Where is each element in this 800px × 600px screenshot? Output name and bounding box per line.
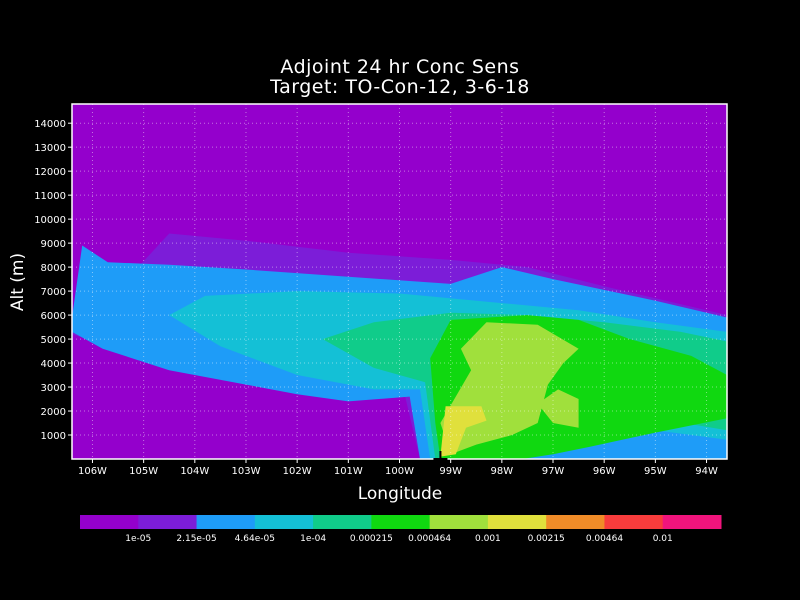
x-tick-label: 105W <box>129 466 158 477</box>
colorbar-swatch <box>487 515 547 529</box>
colorbar-label: 2.15e-05 <box>176 534 216 544</box>
colorbar-label: 0.001 <box>475 534 501 544</box>
x-tick-label: 99W <box>439 466 462 477</box>
chart-title: Adjoint 24 hr Conc Sens <box>280 56 520 78</box>
y-tick-label: 7000 <box>41 287 66 298</box>
plot-area: 106W 105W 104W 103W 102W 101W 100W 99W 98W 97W 96W… <box>34 103 728 477</box>
x-tick-label: 100W <box>385 466 414 477</box>
x-tick-label: 94W <box>695 466 718 477</box>
y-tick-label: 5000 <box>41 335 66 346</box>
colorbar-label: 0.01 <box>653 534 673 544</box>
colorbar-swatch <box>196 515 256 529</box>
x-axis-label: Longitude <box>357 484 443 504</box>
colorbar-label: 0.00215 <box>528 534 565 544</box>
colorbar-swatch <box>662 515 722 529</box>
y-tick-label: 1000 <box>41 431 66 442</box>
colorbar-swatch <box>138 515 198 529</box>
x-tick-label: 101W <box>334 466 363 477</box>
x-tick-label: 104W <box>180 466 209 477</box>
x-tick-label: 96W <box>593 466 616 477</box>
contour-0.001 <box>440 406 487 457</box>
colorbar-label: 4.64e-05 <box>235 534 275 544</box>
x-tick-label: 95W <box>644 466 667 477</box>
colorbar-swatch <box>546 515 605 529</box>
colorbar-label: 1e-04 <box>300 534 326 544</box>
y-tick-label: 10000 <box>34 215 66 226</box>
y-tick-label: 9000 <box>41 239 66 250</box>
y-axis-label: Alt (m) <box>8 252 28 312</box>
x-tick-label: 102W <box>283 466 312 477</box>
x-tick-label: 98W <box>491 466 514 477</box>
colorbar-swatch <box>313 515 372 529</box>
colorbar-swatch <box>604 515 664 529</box>
colorbar: 1e-05 2.15e-05 4.64e-05 1e-04 0.000215 0.0004… <box>80 515 722 544</box>
colorbar-label: 0.000215 <box>350 534 393 544</box>
y-tick-label: 11000 <box>34 191 66 202</box>
plot-frame <box>71 103 728 460</box>
colorbar-label: 0.00464 <box>586 534 623 544</box>
y-tick-label: 14000 <box>34 119 66 130</box>
y-tick-label: 13000 <box>34 143 66 154</box>
y-tick-label: 6000 <box>41 311 66 322</box>
colorbar-swatch <box>371 515 431 529</box>
y-tick-label: 2000 <box>41 407 66 418</box>
colorbar-label: 1e-05 <box>125 534 151 544</box>
colorbar-swatch <box>80 515 139 529</box>
contour-0.000464 <box>537 389 579 428</box>
x-tick-label: 103W <box>231 466 260 477</box>
y-tick-label: 3000 <box>41 383 66 394</box>
x-tick-label: 106W <box>78 466 107 477</box>
y-tick-label: 12000 <box>34 167 66 178</box>
y-tick-label: 8000 <box>41 263 66 274</box>
colorbar-swatch <box>254 515 314 529</box>
chart-subtitle: Target: TO-Con-12, 3-6-18 <box>270 76 530 98</box>
y-tick-label: 4000 <box>41 359 66 370</box>
x-tick-label: 97W <box>542 466 565 477</box>
colorbar-label: 0.000464 <box>408 534 451 544</box>
colorbar-swatch <box>429 515 489 529</box>
